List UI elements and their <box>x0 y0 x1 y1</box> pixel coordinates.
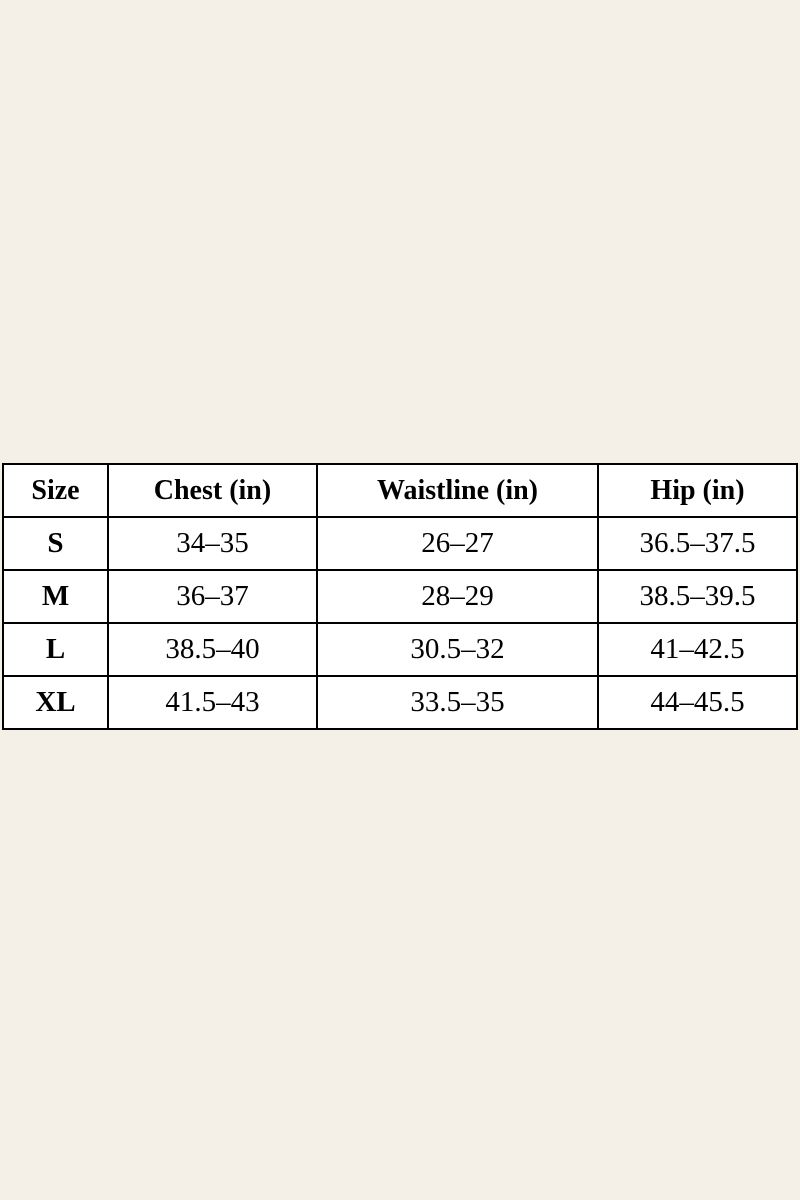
size-cell: S <box>2 516 109 571</box>
chest-cell: 41.5–43 <box>107 675 318 730</box>
hip-cell: 44–45.5 <box>597 675 798 730</box>
chest-cell: 36–37 <box>107 569 318 624</box>
size-cell: XL <box>2 675 109 730</box>
table-row: S 34–35 26–27 36.5–37.5 <box>2 516 798 571</box>
waistline-cell: 28–29 <box>316 569 599 624</box>
header-row: Size Chest (in) Waistline (in) Hip (in) <box>2 463 798 518</box>
chest-cell: 34–35 <box>107 516 318 571</box>
column-header-chest: Chest (in) <box>107 463 318 518</box>
size-chart-table: Size Chest (in) Waistline (in) Hip (in) … <box>2 463 798 730</box>
column-header-size: Size <box>2 463 109 518</box>
size-cell: L <box>2 622 109 677</box>
waistline-cell: 26–27 <box>316 516 599 571</box>
chest-cell: 38.5–40 <box>107 622 318 677</box>
hip-cell: 38.5–39.5 <box>597 569 798 624</box>
table-row: M 36–37 28–29 38.5–39.5 <box>2 569 798 624</box>
column-header-hip: Hip (in) <box>597 463 798 518</box>
hip-cell: 36.5–37.5 <box>597 516 798 571</box>
size-cell: M <box>2 569 109 624</box>
table-row: L 38.5–40 30.5–32 41–42.5 <box>2 622 798 677</box>
table-row: XL 41.5–43 33.5–35 44–45.5 <box>2 675 798 730</box>
column-header-waistline: Waistline (in) <box>316 463 599 518</box>
waistline-cell: 33.5–35 <box>316 675 599 730</box>
hip-cell: 41–42.5 <box>597 622 798 677</box>
waistline-cell: 30.5–32 <box>316 622 599 677</box>
